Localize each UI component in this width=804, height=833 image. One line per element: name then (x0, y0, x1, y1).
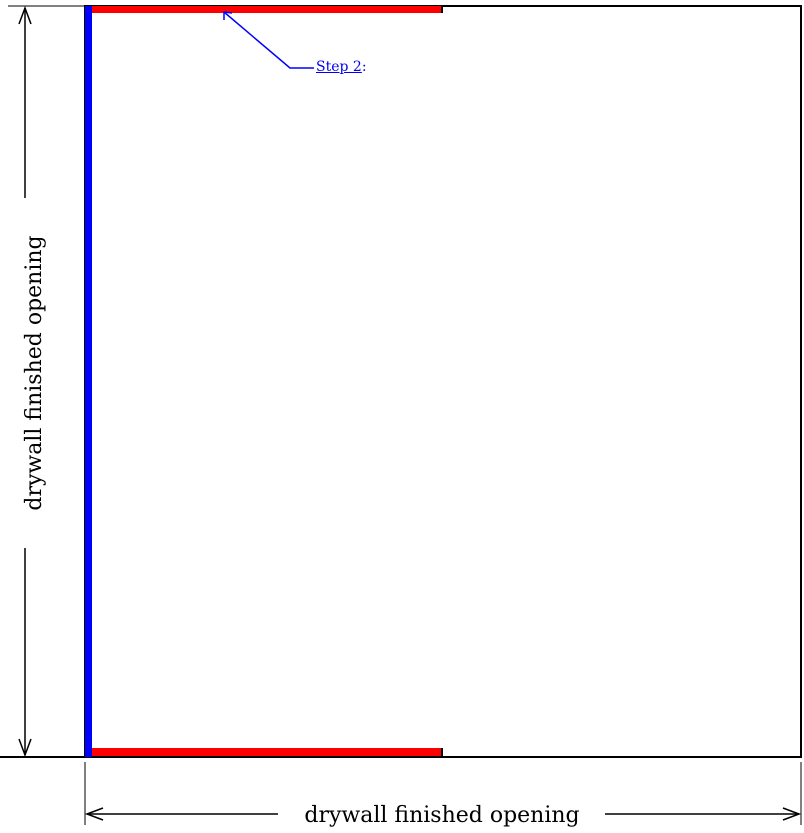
head-piece (92, 6, 442, 13)
step-2-link[interactable]: Step 2 (316, 59, 362, 75)
step-2-colon: : (361, 59, 367, 75)
sill-piece (92, 748, 442, 756)
callout-arrowhead (223, 11, 233, 20)
callout-leader-line (223, 11, 314, 69)
horizontal-dim-arrow-left (84, 807, 104, 821)
vertical-dimension-label: drywall finished opening (22, 235, 47, 510)
left-jamb-piece (85, 6, 92, 757)
step-2-callout[interactable]: Step 2: (316, 58, 367, 76)
vertical-dim-arrow-bottom (18, 738, 32, 758)
horizontal-dim-arrow-right (782, 807, 802, 821)
horizontal-dimension-label: drywall finished opening (304, 803, 579, 828)
opening-outline (84, 5, 802, 758)
vertical-dim-arrow-top (18, 5, 32, 25)
